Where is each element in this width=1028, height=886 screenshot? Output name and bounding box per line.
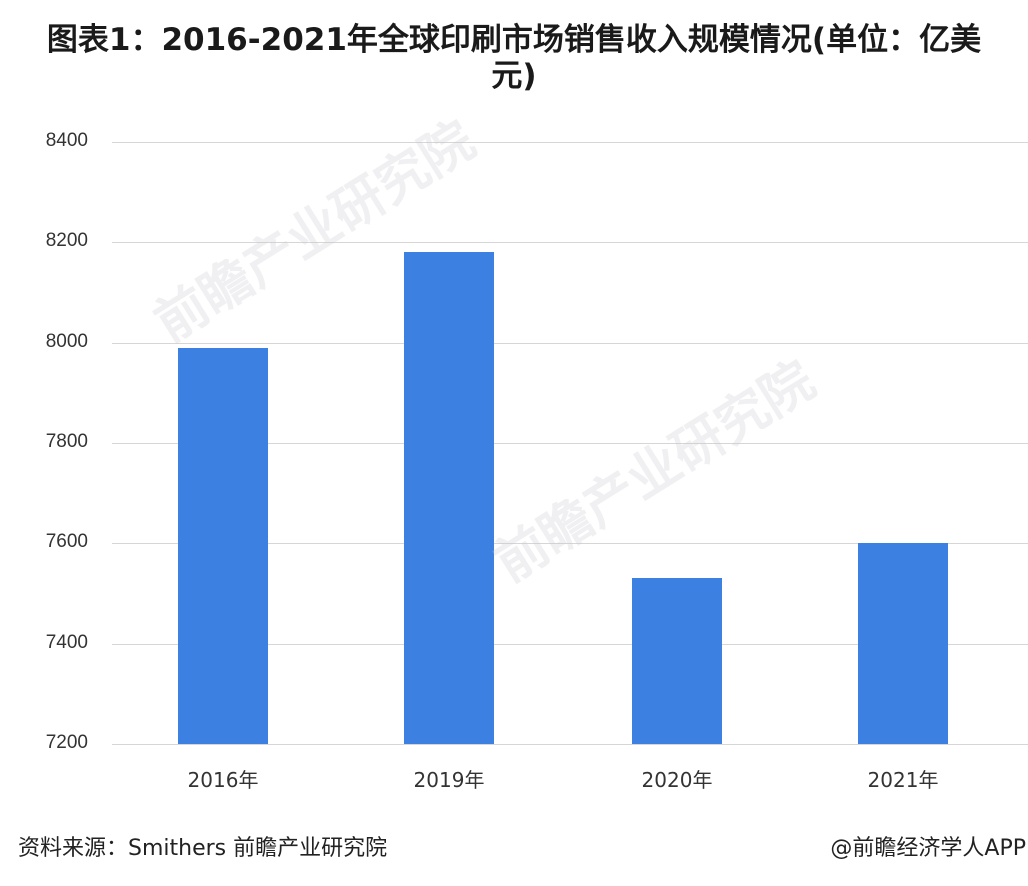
gridline: [112, 343, 1028, 344]
y-axis-tick-label: 7400: [45, 632, 88, 653]
gridline: [112, 242, 1028, 243]
chart-title-line2: 元): [491, 58, 537, 94]
bar-2020年[interactable]: [632, 578, 722, 744]
chart-title-line1: 图表1：2016-2021年全球印刷市场销售收入规模情况(单位：亿美: [46, 22, 982, 58]
source-note: 资料来源：Smithers 前瞻产业研究院: [18, 836, 388, 861]
y-axis-tick-label: 7600: [45, 531, 88, 552]
bar-2016年[interactable]: [178, 348, 268, 744]
y-axis-tick-label: 8400: [45, 130, 88, 151]
y-axis-tick-label: 8200: [45, 230, 88, 251]
x-axis-tick-label: 2019年: [413, 768, 485, 792]
x-axis-tick-label: 2021年: [867, 768, 939, 792]
y-axis-tick-label: 7200: [45, 732, 88, 753]
bar-2021年[interactable]: [858, 543, 948, 744]
bar-2019年[interactable]: [404, 252, 494, 744]
gridline: [112, 543, 1028, 544]
gridline: [112, 744, 1028, 745]
gridline: [112, 142, 1028, 143]
gridline: [112, 644, 1028, 645]
y-axis-tick-label: 7800: [45, 431, 88, 452]
y-axis-tick-label: 8000: [45, 331, 88, 352]
x-axis-tick-label: 2016年: [187, 768, 259, 792]
credit-note: @前瞻经济学人APP: [830, 836, 1026, 861]
x-axis-tick-label: 2020年: [641, 768, 713, 792]
gridline: [112, 443, 1028, 444]
chart-title: 图表1：2016-2021年全球印刷市场销售收入规模情况(单位：亿美 元): [0, 22, 1028, 94]
